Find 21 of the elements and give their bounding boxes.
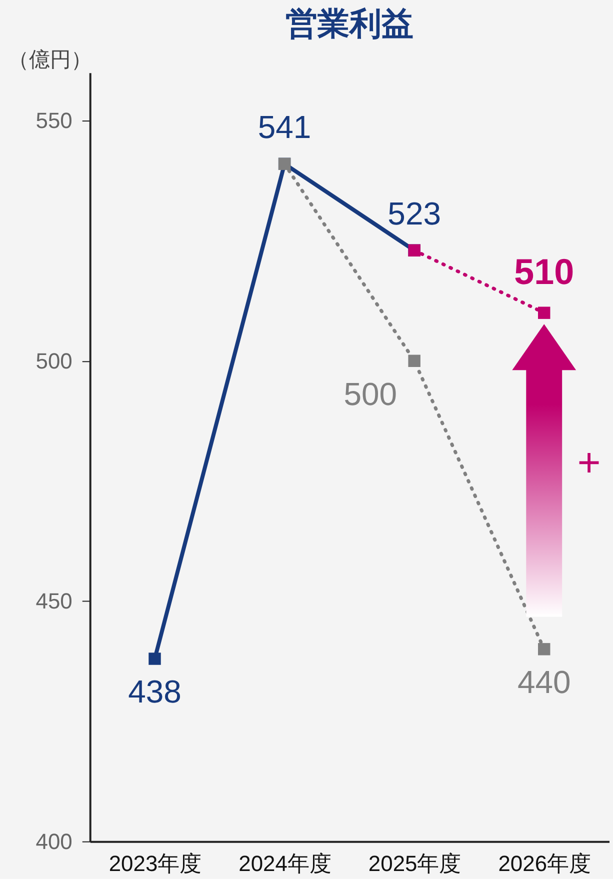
point	[538, 306, 550, 319]
x-tick-label: 2024年度	[238, 850, 332, 876]
x-tick-label: 2023年度	[108, 850, 202, 876]
annotation: +	[577, 440, 601, 485]
data-label: 541	[258, 108, 312, 145]
data-label: 510	[514, 250, 574, 292]
y-tick-label: 500	[36, 348, 72, 374]
y-tick-label: 550	[36, 108, 72, 134]
data-label: 440	[517, 664, 571, 700]
data-label: 500	[344, 376, 398, 412]
y-tick-label: 400	[36, 828, 72, 854]
x-tick-label: 2026年度	[498, 850, 592, 876]
point	[538, 643, 550, 656]
point	[408, 354, 420, 367]
point	[148, 652, 161, 665]
y-axis-title: （億円）	[8, 48, 92, 72]
x-tick-label: 2025年度	[368, 850, 462, 876]
data-label: 438	[128, 674, 182, 710]
data-label: 523	[388, 195, 441, 232]
y-tick-label: 450	[36, 588, 72, 614]
chart-title: 営業利益	[285, 6, 414, 42]
